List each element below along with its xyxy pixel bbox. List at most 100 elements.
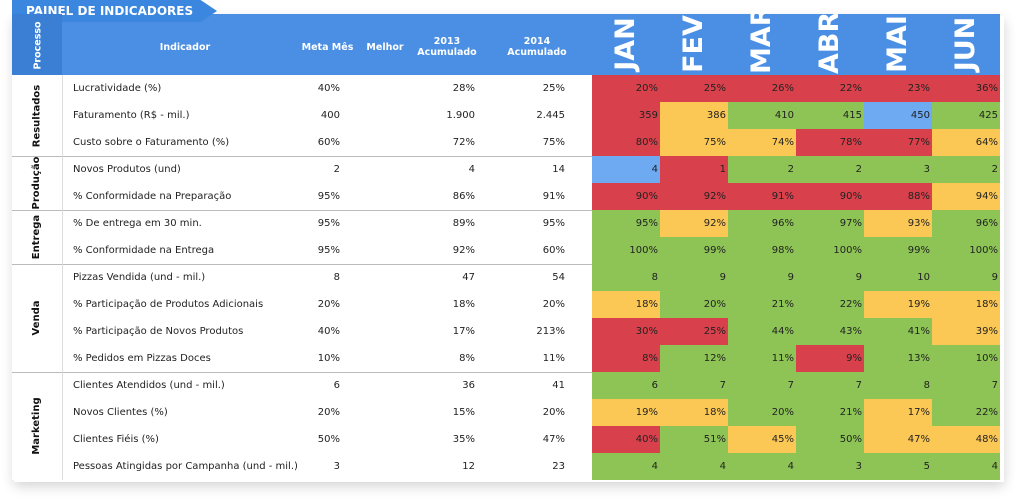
month-value: 19%: [907, 299, 930, 310]
status-cell: [864, 156, 932, 183]
status-cell: [864, 453, 932, 480]
month-value: 44%: [771, 326, 794, 337]
status-cell: [728, 372, 796, 399]
month-value: 96%: [975, 218, 998, 229]
status-cell: [660, 237, 728, 264]
header-cell: 2013 Acumulado: [417, 36, 477, 58]
value-2014: 41: [552, 380, 565, 391]
month-value: 18%: [635, 299, 658, 310]
month-value: 7: [991, 380, 998, 391]
status-cell: [592, 102, 660, 129]
month-header: MAR: [746, 5, 777, 74]
value-2014: 2.445: [536, 110, 565, 121]
month-value: 7: [855, 380, 862, 391]
month-value: 50%: [839, 434, 862, 445]
month-value: 100%: [629, 245, 658, 256]
value-2014: 47%: [542, 434, 565, 445]
indicator: Clientes Fiéis (%): [73, 434, 159, 445]
month-value: 2: [787, 164, 794, 175]
month-value: 64%: [975, 137, 998, 148]
process-divider: [62, 75, 63, 156]
status-cell: [592, 264, 660, 291]
value-2013: 47: [462, 272, 475, 283]
month-value: 100%: [969, 245, 998, 256]
meta: 50%: [317, 434, 340, 445]
month-value: 96%: [771, 218, 794, 229]
month-value: 94%: [975, 191, 998, 202]
process-divider: [62, 264, 63, 372]
status-cell: [864, 372, 932, 399]
indicator: Lucratividade (%): [73, 83, 162, 94]
status-cell: [728, 399, 796, 426]
header-cell: Meta Mês: [301, 42, 354, 53]
month-value: 22%: [975, 407, 998, 418]
month-value: 77%: [907, 137, 930, 148]
value-2013: 15%: [452, 407, 475, 418]
month-value: 359: [638, 110, 658, 121]
status-cell: [660, 129, 728, 156]
header-cell: 2014 Acumulado: [507, 36, 567, 58]
status-cell: [796, 210, 864, 237]
process-divider: [62, 156, 63, 210]
month-value: 11%: [771, 353, 794, 364]
month-value: 4: [787, 461, 794, 472]
month-value: 8: [923, 380, 930, 391]
meta: 20%: [317, 407, 340, 418]
month-header: JUN: [950, 16, 981, 72]
meta: 40%: [317, 83, 340, 94]
value-2014: 95%: [542, 218, 565, 229]
status-cell: [932, 102, 1000, 129]
value-2013: 35%: [452, 434, 475, 445]
status-cell: [864, 345, 932, 372]
indicator: Pizzas Vendida (und - mil.): [73, 272, 206, 283]
status-cell: [660, 291, 728, 318]
status-cell: [864, 183, 932, 210]
month-value: 9: [787, 272, 794, 283]
month-value: 20%: [771, 407, 794, 418]
month-header: MAI: [882, 15, 913, 73]
status-cell: [932, 237, 1000, 264]
status-cell: [864, 75, 932, 102]
value-2013: 92%: [452, 245, 475, 256]
month-value: 98%: [771, 245, 794, 256]
month-value: 39%: [975, 326, 998, 337]
indicator: % Conformidade na Preparação: [73, 191, 232, 202]
month-value: 17%: [907, 407, 930, 418]
value-2013: 18%: [452, 299, 475, 310]
month-value: 51%: [703, 434, 726, 445]
month-value: 8%: [642, 353, 658, 364]
status-cell: [796, 183, 864, 210]
status-cell: [660, 264, 728, 291]
indicator: % Pedidos em Pizzas Doces: [73, 353, 211, 364]
month-value: 9: [855, 272, 862, 283]
month-value: 47%: [907, 434, 930, 445]
status-cell: [864, 291, 932, 318]
status-cell: [932, 318, 1000, 345]
status-cell: [864, 237, 932, 264]
value-2014: 11%: [542, 353, 565, 364]
indicator: Custo sobre o Faturamento (%): [73, 137, 230, 148]
header-bar: [12, 14, 1000, 75]
month-value: 4: [719, 461, 726, 472]
month-value: 40%: [635, 434, 658, 445]
status-cell: [864, 102, 932, 129]
status-cell: [932, 426, 1000, 453]
month-value: 21%: [839, 407, 862, 418]
status-cell: [864, 318, 932, 345]
meta: 95%: [317, 245, 340, 256]
month-value: 13%: [907, 353, 930, 364]
status-cell: [864, 426, 932, 453]
status-cell: [660, 345, 728, 372]
month-value: 90%: [839, 191, 862, 202]
value-2014: 60%: [542, 245, 565, 256]
month-value: 45%: [771, 434, 794, 445]
value-2014: 14: [552, 164, 565, 175]
month-value: 7: [787, 380, 794, 391]
header-cell: Indicador: [159, 42, 211, 53]
month-value: 26%: [771, 83, 794, 94]
month-value: 450: [910, 110, 930, 121]
status-cell: [932, 345, 1000, 372]
status-cell: [660, 399, 728, 426]
status-cell: [728, 183, 796, 210]
indicator: Novos Clientes (%): [73, 407, 168, 418]
